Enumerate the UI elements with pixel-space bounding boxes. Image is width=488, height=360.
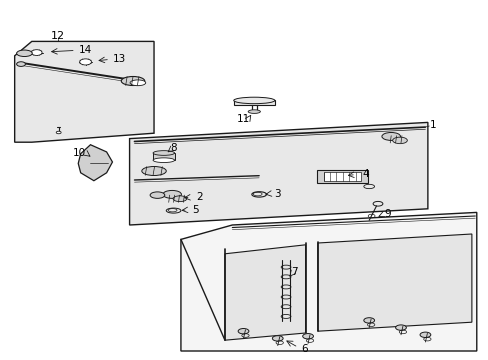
Text: 1: 1: [428, 120, 435, 130]
Text: 11: 11: [236, 114, 249, 124]
Ellipse shape: [381, 132, 400, 140]
Ellipse shape: [395, 325, 406, 330]
Ellipse shape: [173, 196, 186, 202]
Polygon shape: [317, 234, 471, 331]
Polygon shape: [233, 100, 274, 105]
Polygon shape: [78, 145, 112, 181]
Text: 8: 8: [170, 143, 177, 153]
Polygon shape: [153, 153, 174, 160]
Ellipse shape: [150, 192, 164, 198]
Ellipse shape: [363, 318, 374, 323]
Text: 7: 7: [291, 267, 298, 277]
Text: 9: 9: [383, 209, 390, 219]
Text: 3: 3: [274, 189, 281, 199]
Polygon shape: [224, 245, 305, 340]
Ellipse shape: [142, 166, 166, 176]
Ellipse shape: [392, 137, 407, 144]
Ellipse shape: [31, 50, 42, 55]
Ellipse shape: [153, 151, 174, 156]
Ellipse shape: [121, 77, 144, 86]
Polygon shape: [181, 212, 476, 351]
Ellipse shape: [56, 131, 61, 134]
Polygon shape: [129, 122, 427, 225]
Ellipse shape: [130, 80, 145, 86]
Ellipse shape: [419, 332, 430, 338]
Text: 4: 4: [362, 169, 368, 179]
Ellipse shape: [153, 158, 174, 163]
Ellipse shape: [272, 336, 283, 341]
Text: 14: 14: [79, 45, 92, 55]
Ellipse shape: [163, 190, 181, 198]
Polygon shape: [15, 41, 154, 142]
Text: 6: 6: [301, 344, 307, 354]
Ellipse shape: [80, 59, 91, 65]
Text: 12: 12: [51, 31, 64, 41]
Ellipse shape: [17, 50, 32, 57]
Text: 13: 13: [113, 54, 126, 64]
Ellipse shape: [233, 97, 274, 104]
Polygon shape: [323, 172, 360, 181]
Ellipse shape: [238, 328, 248, 334]
Ellipse shape: [302, 333, 313, 339]
Ellipse shape: [17, 62, 25, 66]
Text: 2: 2: [196, 192, 203, 202]
Ellipse shape: [247, 110, 260, 113]
Polygon shape: [316, 170, 367, 183]
Text: 5: 5: [192, 205, 199, 215]
Text: 10: 10: [73, 148, 85, 158]
